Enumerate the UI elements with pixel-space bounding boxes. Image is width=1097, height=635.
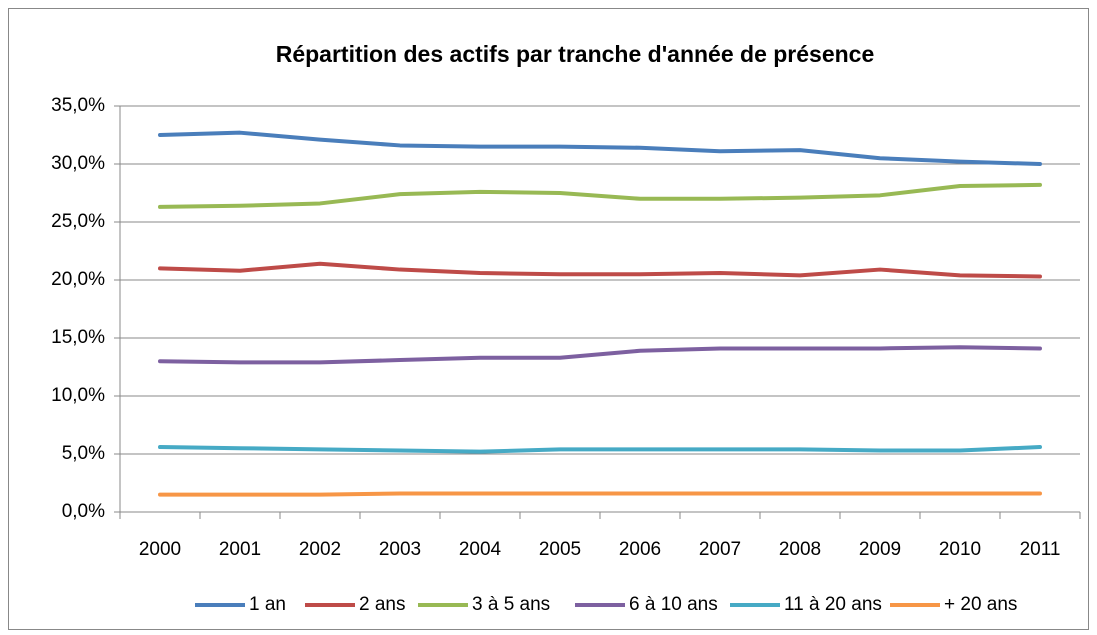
series-line xyxy=(158,130,1042,166)
y-tick-label: 10,0% xyxy=(51,385,105,406)
y-tick-label: 0,0% xyxy=(62,501,105,522)
y-tick-label: 30,0% xyxy=(51,153,105,174)
x-tick-label: 2006 xyxy=(619,539,661,560)
chart-frame xyxy=(8,8,1089,630)
y-tick-label: 15,0% xyxy=(51,327,105,348)
series-line xyxy=(158,261,1042,279)
chart-title: Répartition des actifs par tranche d'ann… xyxy=(276,41,875,67)
series-line xyxy=(158,182,1042,209)
series-line xyxy=(158,445,1042,454)
y-tick-label: 20,0% xyxy=(51,269,105,290)
x-tick-label: 2000 xyxy=(139,539,181,560)
x-tick-label: 2007 xyxy=(699,539,741,560)
x-tick-label: 2001 xyxy=(219,539,261,560)
x-tick-label: 2009 xyxy=(859,539,901,560)
legend-label: 11 à 20 ans xyxy=(784,594,882,615)
legend-label: 6 à 10 ans xyxy=(629,594,718,615)
y-tick-label: 35,0% xyxy=(51,95,105,116)
legend-label: 1 an xyxy=(249,594,286,615)
y-tick-label: 25,0% xyxy=(51,211,105,232)
legend-label: + 20 ans xyxy=(944,594,1017,615)
y-tick-label: 5,0% xyxy=(62,443,105,464)
series-line xyxy=(158,491,1042,497)
x-tick-label: 2003 xyxy=(379,539,421,560)
series-line xyxy=(158,345,1042,365)
x-tick-label: 2004 xyxy=(459,539,502,560)
x-tick-label: 2010 xyxy=(939,539,981,560)
x-tick-label: 2008 xyxy=(779,539,821,560)
legend-label: 2 ans xyxy=(359,594,405,615)
x-tick-label: 2002 xyxy=(299,539,341,560)
x-tick-label: 2011 xyxy=(1020,539,1061,560)
x-tick-label: 2005 xyxy=(539,539,581,560)
legend-label: 3 à 5 ans xyxy=(472,594,550,615)
